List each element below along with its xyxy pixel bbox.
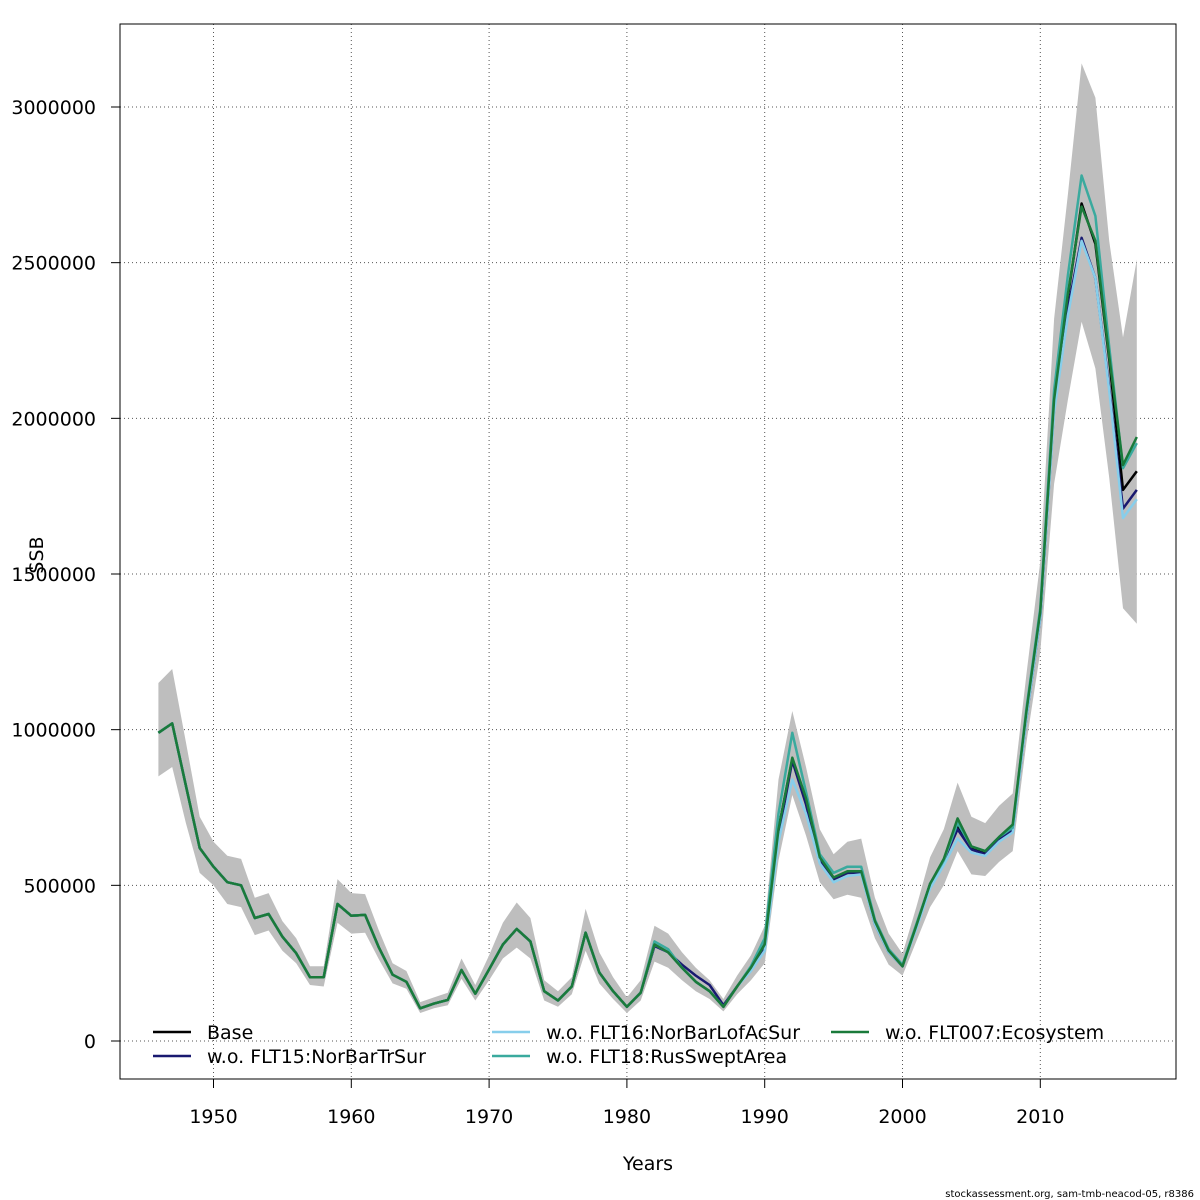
- series-line-base: [157, 202, 1138, 1010]
- y-tick-label-0: 0: [84, 1031, 96, 1053]
- legend-label-w-o-flt15-norbartrsur: w.o. FLT15:NorBarTrSur: [207, 1046, 426, 1068]
- series-line-w-o-flt16-norbarlofacsur: [157, 239, 1138, 1010]
- x-tick-label-1960: 1960: [327, 1106, 375, 1128]
- confidence-band-area: [158, 63, 1137, 1013]
- legend-label-w-o-flt18-russweptarea: w.o. FLT18:RusSweptArea: [546, 1046, 787, 1068]
- y-tick-label-500000: 500000: [23, 875, 96, 897]
- footer-note: stockassessment.org, sam-tmb-neacod-05, …: [945, 1189, 1194, 1200]
- series-line-w-o-flt18-russweptarea: [157, 174, 1138, 1010]
- y-axis: 0 500000 1000000 1500000 2000000 2500000 30000…: [11, 97, 120, 1053]
- legend-label-base: Base: [207, 1022, 253, 1044]
- x-axis-title: Years: [622, 1153, 673, 1175]
- y-tick-label-3000000: 3000000: [11, 97, 96, 119]
- y-tick-label-1000000: 1000000: [11, 720, 96, 742]
- y-tick-label-2000000: 2000000: [11, 408, 96, 430]
- grid-lines: [120, 24, 1176, 1079]
- series-lines: [157, 174, 1138, 1010]
- y-axis-title: SSB: [26, 536, 48, 573]
- y-tick-label-1500000: 1500000: [11, 564, 96, 586]
- y-tick-label-2500000: 2500000: [11, 253, 96, 275]
- confidence-band: [158, 63, 1137, 1013]
- legend-label-w-o-flt007-ecosystem: w.o. FLT007:Ecosystem: [885, 1022, 1104, 1044]
- x-tick-label-1970: 1970: [465, 1106, 513, 1128]
- x-tick-label-1990: 1990: [741, 1106, 789, 1128]
- series-line-w-o-flt007-ecosystem: [157, 205, 1138, 1010]
- legend-label-w-o-flt16-norbarlofacsur: w.o. FLT16:NorBarLofAcSur: [546, 1022, 800, 1044]
- x-tick-label-2010: 2010: [1016, 1106, 1064, 1128]
- series-line-w-o-flt15-norbartrsur: [157, 236, 1138, 1010]
- plot-frame: [119, 23, 1177, 1080]
- x-axis: 1950 1960 1970 1980 1990 2000 2010: [189, 1079, 1064, 1128]
- x-tick-label-2000: 2000: [878, 1106, 926, 1128]
- x-tick-label-1980: 1980: [603, 1106, 651, 1128]
- x-tick-label-1950: 1950: [189, 1106, 237, 1128]
